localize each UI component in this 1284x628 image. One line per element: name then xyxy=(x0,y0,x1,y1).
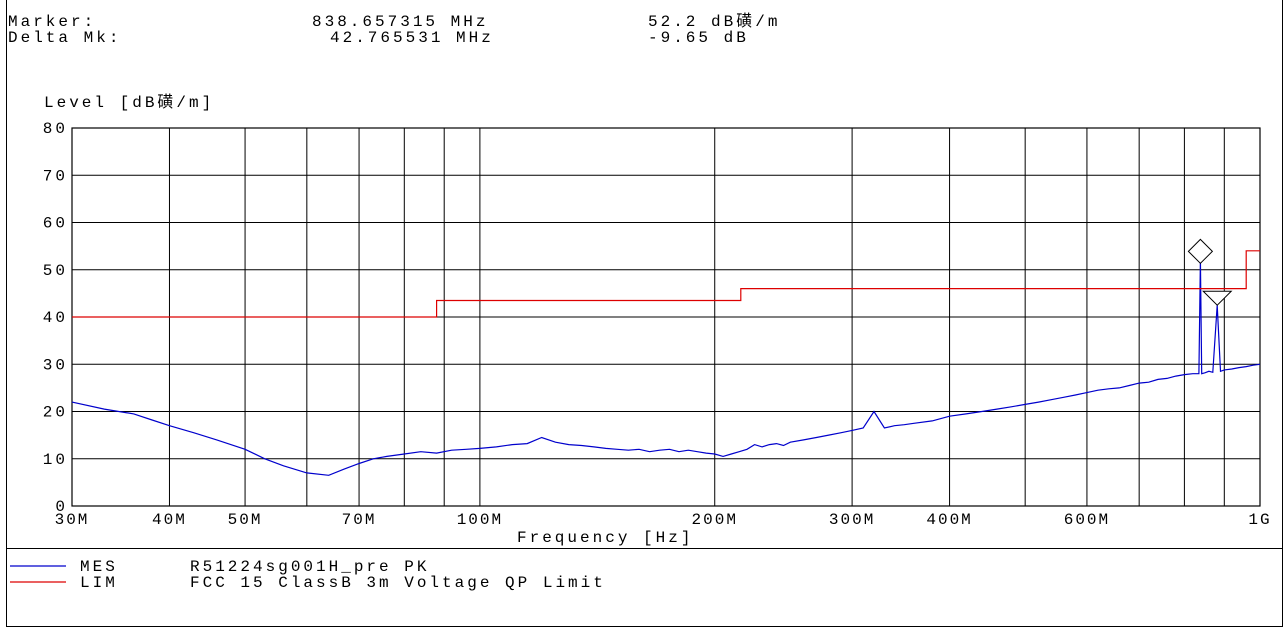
x-axis-label: Frequency [Hz] xyxy=(517,529,693,547)
delta-level: -9.65 dB xyxy=(648,29,749,47)
marker-label: Marker: xyxy=(8,13,97,31)
delta-marker-label: Delta Mk: xyxy=(8,29,122,47)
marker-diamond-icon xyxy=(1187,238,1214,265)
y-axis-label: Level [dB磺/m] xyxy=(44,93,214,112)
marker-frequency: 838.657315 MHz xyxy=(312,13,489,31)
delta-frequency: 42.765531 MHz xyxy=(330,29,494,47)
x-tick-label: 30M xyxy=(55,511,90,529)
delta-marker-triangle-icon xyxy=(1202,290,1233,306)
y-tick-label: 80 xyxy=(43,120,68,138)
x-tick-label: 50M xyxy=(228,511,263,529)
legend-separator xyxy=(6,548,1283,549)
x-tick-label: 200M xyxy=(692,511,738,529)
series-line-mes xyxy=(71,259,1261,476)
marker-level: 52.2 dB磺/m xyxy=(648,13,781,31)
y-tick-label: 40 xyxy=(43,309,68,327)
x-tick-label: 400M xyxy=(926,511,972,529)
y-tick-label: 10 xyxy=(43,451,68,469)
legend-text: FCC 15 ClassB 3m Voltage QP Limit xyxy=(190,574,606,592)
legend-code: LIM xyxy=(80,574,118,592)
x-tick-label: 100M xyxy=(457,511,503,529)
x-tick-label: 40M xyxy=(152,511,187,529)
legend-code: MES xyxy=(80,558,118,576)
legend-text: R51224sg001H_pre PK xyxy=(190,558,429,576)
x-tick-label: 300M xyxy=(829,511,875,529)
x-tick-label: 600M xyxy=(1064,511,1110,529)
y-tick-label: 30 xyxy=(43,356,68,374)
series-line-lim xyxy=(72,250,1260,318)
y-tick-label: 70 xyxy=(43,167,68,185)
y-tick-label: 50 xyxy=(43,262,68,280)
y-tick-label: 0 xyxy=(55,498,68,516)
y-tick-label: 60 xyxy=(43,215,68,233)
x-tick-label: 70M xyxy=(342,511,377,529)
chart-frame xyxy=(6,0,1283,627)
x-tick-label: 1G xyxy=(1248,511,1271,529)
y-tick-label: 20 xyxy=(43,404,68,422)
